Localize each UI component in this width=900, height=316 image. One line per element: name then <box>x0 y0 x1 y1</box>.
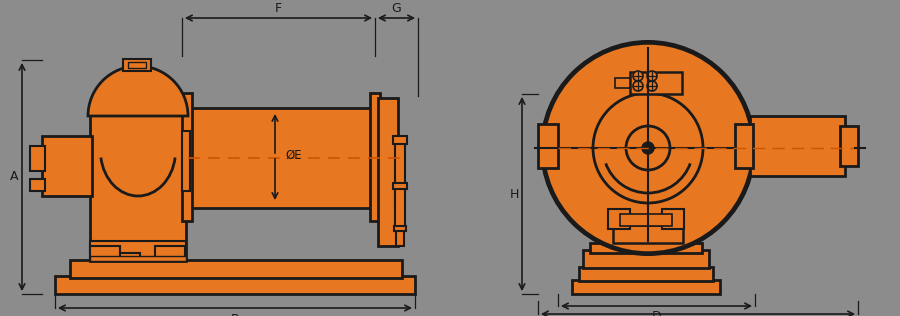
Bar <box>182 93 192 221</box>
Bar <box>42 136 92 196</box>
Text: ØE: ØE <box>285 149 302 161</box>
Circle shape <box>633 71 643 81</box>
Bar <box>750 116 845 176</box>
Bar <box>90 246 120 261</box>
Bar <box>155 246 185 261</box>
Circle shape <box>593 93 703 203</box>
Bar <box>583 250 709 268</box>
Bar <box>370 93 380 221</box>
Bar <box>70 260 402 278</box>
Bar <box>30 179 45 191</box>
Bar <box>90 241 186 261</box>
Bar <box>182 131 190 191</box>
Circle shape <box>642 142 654 154</box>
Bar <box>630 72 682 94</box>
Bar <box>579 267 713 281</box>
Bar <box>394 226 406 231</box>
Bar <box>30 146 45 171</box>
Circle shape <box>543 43 753 253</box>
Bar <box>90 256 186 261</box>
Text: A: A <box>10 171 18 184</box>
Bar <box>55 276 415 294</box>
Bar <box>608 209 630 229</box>
Bar <box>120 253 140 261</box>
Bar <box>393 183 407 189</box>
Bar <box>840 126 858 166</box>
Bar <box>90 113 186 261</box>
Bar <box>735 124 753 168</box>
Bar <box>615 78 630 88</box>
Bar <box>662 209 684 229</box>
Bar <box>538 124 558 168</box>
Bar <box>123 59 151 71</box>
Bar <box>396 228 404 246</box>
Circle shape <box>647 71 657 81</box>
Bar <box>590 243 702 253</box>
Text: H: H <box>509 187 518 200</box>
Bar <box>395 186 405 231</box>
Bar <box>613 225 683 243</box>
Text: B: B <box>230 313 239 316</box>
Bar <box>393 136 407 144</box>
Text: D: D <box>652 310 662 316</box>
Bar <box>395 141 405 211</box>
Bar <box>620 214 672 226</box>
Bar <box>572 280 720 294</box>
Wedge shape <box>88 66 188 116</box>
Text: G: G <box>392 2 401 15</box>
Circle shape <box>633 81 643 91</box>
Circle shape <box>647 81 657 91</box>
Circle shape <box>540 40 756 256</box>
Bar <box>128 62 146 68</box>
Text: F: F <box>274 2 282 15</box>
Bar <box>188 108 373 208</box>
Circle shape <box>626 126 670 170</box>
Bar <box>378 98 398 246</box>
